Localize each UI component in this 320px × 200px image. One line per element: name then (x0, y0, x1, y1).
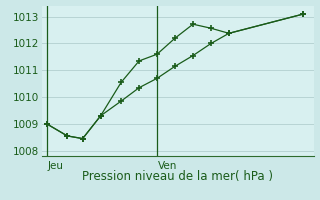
Text: Ven: Ven (158, 161, 178, 171)
Text: Jeu: Jeu (48, 161, 64, 171)
X-axis label: Pression niveau de la mer( hPa ): Pression niveau de la mer( hPa ) (82, 170, 273, 183)
